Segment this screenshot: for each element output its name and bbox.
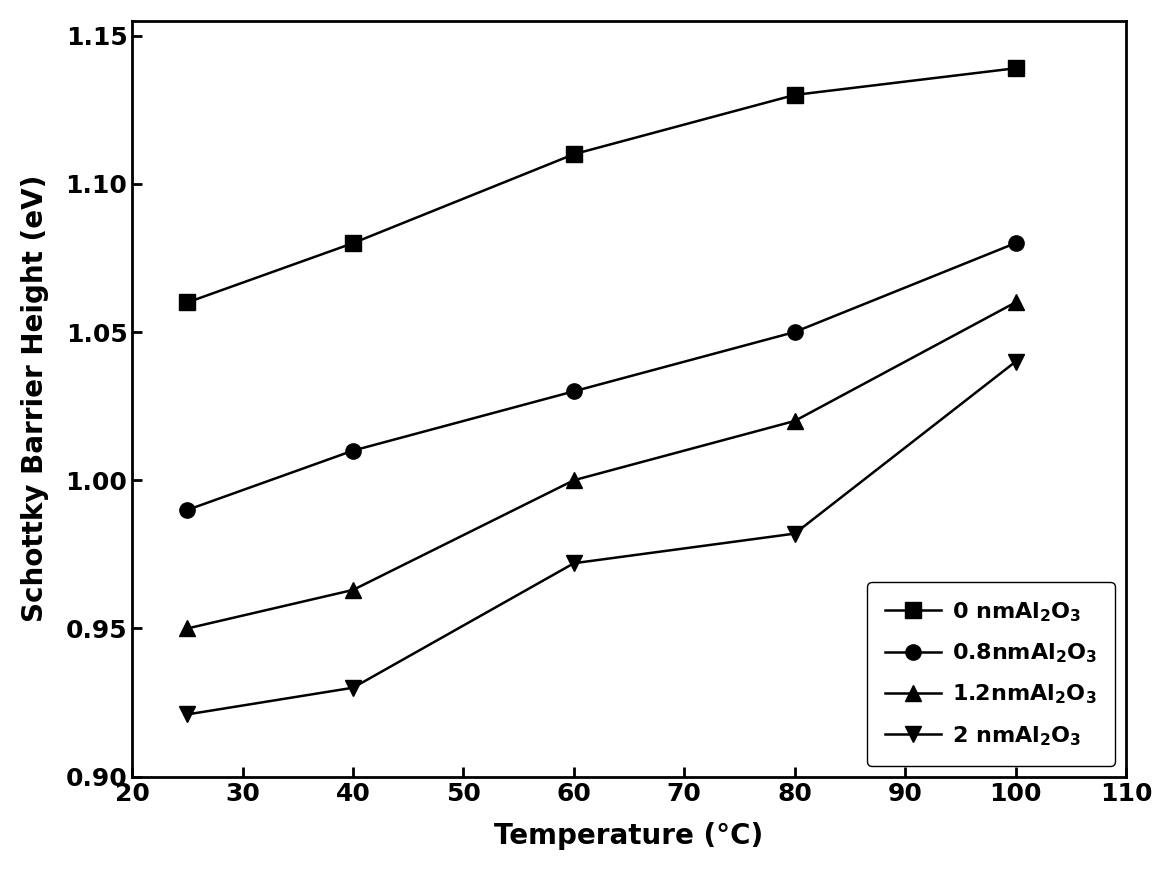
0 nmAl$_2$O$_3$ [346,238,360,248]
2 nmAl$_2$O$_3$ [567,558,581,569]
0.8nmAl$_2$O$_3$ [346,445,360,456]
0.8nmAl$_2$O$_3$ [787,327,801,337]
1.2nmAl$_2$O$_3$ [1009,297,1023,307]
Line: 2 nmAl$_2$O$_3$: 2 nmAl$_2$O$_3$ [179,354,1023,722]
Line: 0.8nmAl$_2$O$_3$: 0.8nmAl$_2$O$_3$ [179,235,1023,517]
2 nmAl$_2$O$_3$ [787,529,801,539]
1.2nmAl$_2$O$_3$ [787,415,801,426]
0 nmAl$_2$O$_3$ [567,149,581,159]
1.2nmAl$_2$O$_3$ [346,584,360,595]
1.2nmAl$_2$O$_3$ [181,624,195,634]
2 nmAl$_2$O$_3$ [1009,356,1023,367]
2 nmAl$_2$O$_3$ [181,709,195,719]
0.8nmAl$_2$O$_3$ [181,504,195,515]
0.8nmAl$_2$O$_3$ [1009,238,1023,248]
X-axis label: Temperature (°C): Temperature (°C) [495,822,764,850]
Line: 1.2nmAl$_2$O$_3$: 1.2nmAl$_2$O$_3$ [179,294,1023,636]
1.2nmAl$_2$O$_3$ [567,475,581,485]
0.8nmAl$_2$O$_3$ [567,386,581,396]
Legend: 0 nmAl$_2$O$_3$, 0.8nmAl$_2$O$_3$, 1.2nmAl$_2$O$_3$, 2 nmAl$_2$O$_3$: 0 nmAl$_2$O$_3$, 0.8nmAl$_2$O$_3$, 1.2nm… [867,582,1114,766]
0 nmAl$_2$O$_3$ [181,297,195,307]
Y-axis label: Schottky Barrier Height (eV): Schottky Barrier Height (eV) [21,175,49,623]
2 nmAl$_2$O$_3$ [346,683,360,693]
Line: 0 nmAl$_2$O$_3$: 0 nmAl$_2$O$_3$ [179,61,1023,310]
0 nmAl$_2$O$_3$ [1009,63,1023,73]
0 nmAl$_2$O$_3$ [787,90,801,100]
